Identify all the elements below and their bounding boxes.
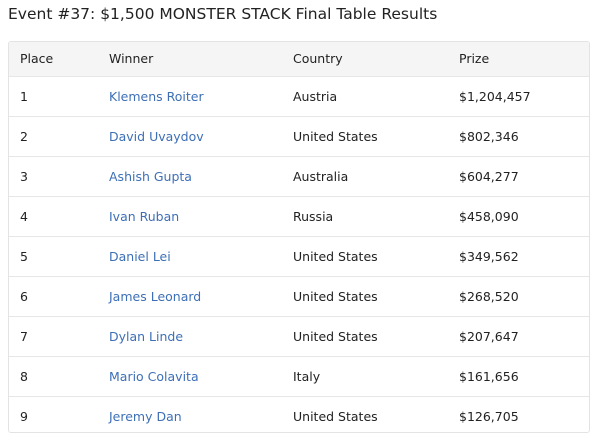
- prize-cell: $268,520: [459, 288, 519, 304]
- place-cell: 5: [20, 248, 28, 264]
- table-row: 7 Dylan Linde United States $207,647: [9, 316, 589, 356]
- table-row: 1 Klemens Roiter Austria $1,204,457: [9, 76, 589, 116]
- results-table-container: Place Winner Country Prize 1 Klemens Roi…: [8, 41, 590, 433]
- country-cell: United States: [293, 248, 378, 264]
- prize-cell: $349,562: [459, 248, 519, 264]
- country-cell: United States: [293, 408, 378, 424]
- winner-link[interactable]: Klemens Roiter: [109, 88, 204, 104]
- place-cell: 6: [20, 288, 28, 304]
- table-row: 6 James Leonard United States $268,520: [9, 276, 589, 316]
- header-winner: Winner: [109, 51, 154, 67]
- winner-link[interactable]: Ashish Gupta: [109, 168, 192, 184]
- place-cell: 2: [20, 128, 28, 144]
- winner-link[interactable]: Daniel Lei: [109, 248, 171, 264]
- winner-link[interactable]: Ivan Ruban: [109, 208, 180, 224]
- winner-link[interactable]: David Uvaydov: [109, 128, 204, 144]
- place-cell: 9: [20, 408, 28, 424]
- place-cell: 8: [20, 368, 28, 384]
- country-cell: Austria: [293, 88, 338, 104]
- page-title: Event #37: $1,500 MONSTER STACK Final Ta…: [8, 5, 438, 23]
- table-row: 8 Mario Colavita Italy $161,656: [9, 356, 589, 396]
- winner-link[interactable]: Dylan Linde: [109, 328, 184, 344]
- country-cell: United States: [293, 328, 378, 344]
- place-cell: 3: [20, 168, 28, 184]
- table-row: 9 Jeremy Dan United States $126,705: [9, 396, 589, 432]
- prize-cell: $604,277: [459, 168, 519, 184]
- winner-link[interactable]: Jeremy Dan: [109, 408, 182, 424]
- place-cell: 4: [20, 208, 28, 224]
- table-row: 4 Ivan Ruban Russia $458,090: [9, 196, 589, 236]
- country-cell: United States: [293, 128, 378, 144]
- header-country: Country: [293, 51, 343, 67]
- table-row: 3 Ashish Gupta Australia $604,277: [9, 156, 589, 196]
- country-cell: Russia: [293, 208, 334, 224]
- country-cell: Italy: [293, 368, 321, 384]
- country-cell: Australia: [293, 168, 349, 184]
- place-cell: 7: [20, 328, 28, 344]
- table-row: 5 Daniel Lei United States $349,562: [9, 236, 589, 276]
- winner-link[interactable]: James Leonard: [109, 288, 202, 304]
- prize-cell: $161,656: [459, 368, 519, 384]
- header-place: Place: [20, 51, 54, 67]
- prize-cell: $1,204,457: [459, 88, 531, 104]
- table-row: 2 David Uvaydov United States $802,346: [9, 116, 589, 156]
- country-cell: United States: [293, 288, 378, 304]
- place-cell: 1: [20, 88, 28, 104]
- prize-cell: $126,705: [459, 408, 519, 424]
- prize-cell: $207,647: [459, 328, 519, 344]
- final-table-results: Place Winner Country Prize 1 Klemens Roi…: [9, 42, 589, 432]
- prize-cell: $458,090: [459, 208, 519, 224]
- table-header-row: Place Winner Country Prize: [9, 42, 589, 76]
- winner-link[interactable]: Mario Colavita: [109, 368, 199, 384]
- prize-cell: $802,346: [459, 128, 519, 144]
- header-prize: Prize: [459, 51, 490, 67]
